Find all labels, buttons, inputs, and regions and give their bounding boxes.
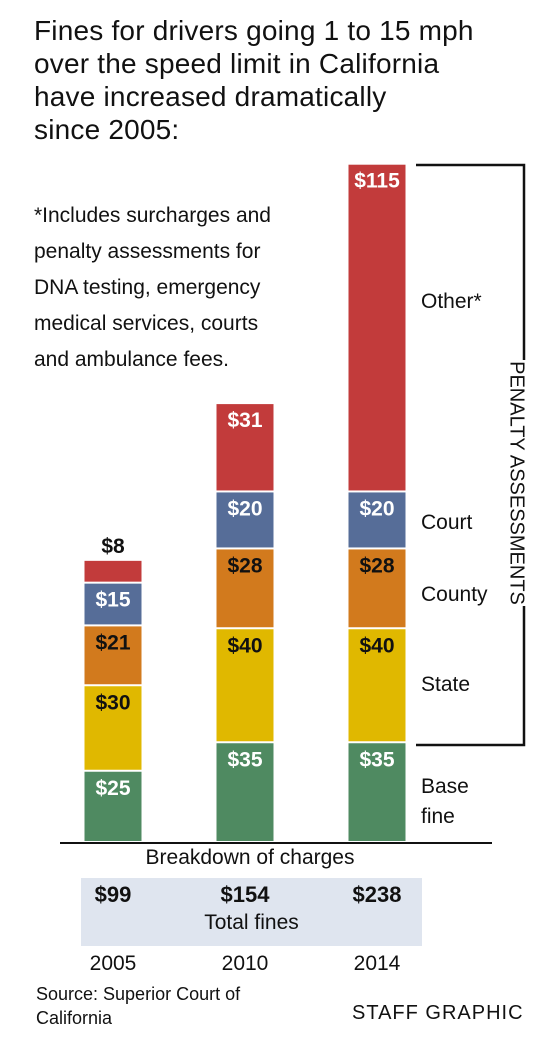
source-note: Source: Superior Court of California [36,982,296,1030]
year-2014: 2014 [353,952,401,975]
legend-court: Court [421,511,473,534]
title-line-1: Fines for drivers going 1 to 15 mph [34,15,474,46]
title-line-3: have increased dramatically [34,81,387,112]
bar-segment-base-fine-2005 [84,771,142,841]
bracket-label-background [512,360,538,606]
total-2014: $238 [352,882,402,907]
value-label-base-fine-2005: $25 [95,777,130,800]
footnote-line-2: penalty assessments for [34,240,261,263]
totals-caption: Total fines [204,911,299,934]
bracket-label: PENALTY ASSESSMENTS [506,361,528,605]
bar-segment-state-2014 [348,629,406,742]
bar-segment-base-fine-2014 [348,743,406,841]
value-label-county-2014: $28 [359,554,394,577]
footnote-line-1: *Includes surcharges and [34,204,271,227]
bar-segment-court-2005 [84,583,142,625]
value-label-base-fine-2010: $35 [227,748,262,771]
x-axis-caption: Breakdown of charges [145,846,355,869]
legend-county: County [421,583,488,606]
footnote: *Includes surcharges and penalty assessm… [34,198,324,378]
year-2010: 2010 [221,952,269,975]
bar-segment-base-fine-2010 [216,743,274,841]
totals-panel [81,878,422,946]
bars-group [84,164,406,841]
value-label-other-2005: $8 [101,535,125,558]
value-label-court-2014: $20 [359,497,394,520]
bar-segment-court-2014 [348,492,406,548]
footnote-line-4: medical services, courts [34,312,259,335]
footnote-line-3: DNA testing, emergency [34,276,261,299]
bar-segment-court-2010 [216,492,274,548]
legend-base-fine-line-2: fine [421,805,455,828]
title-line-4: since 2005: [34,114,180,145]
value-label-county-2010: $28 [227,554,262,577]
value-label-other-2010: $31 [227,409,262,432]
source-line-1: Source: Superior Court of [36,984,241,1004]
bar-segment-county-2005 [84,626,142,685]
staff-credit: STAFF GRAPHIC [352,1002,524,1024]
chart-title: Fines for drivers going 1 to 15 mph over… [34,14,544,146]
value-label-base-fine-2014: $35 [359,748,394,771]
legend-state: State [421,673,470,696]
bar-segment-other-2014 [348,164,406,491]
total-2005: $99 [94,882,132,907]
year-2005: 2005 [89,952,137,975]
value-label-other-2014: $115 [354,170,400,193]
bar-segment-state-2005 [84,686,142,770]
segment-labels-group: $25 $30 $21 $15 $8 $35 $40 $28 $20 $31 $35 $40 $28 $2… [95,170,400,800]
bar-segment-other-2005 [84,560,142,582]
total-2010: $154 [220,882,270,907]
bar-segment-other-2010 [216,404,274,491]
bar-segment-county-2014 [348,549,406,628]
value-label-state-2005: $30 [95,691,130,714]
title-line-2: over the speed limit in California [34,48,440,79]
value-label-county-2005: $21 [95,631,130,654]
value-label-court-2005: $15 [95,589,130,612]
bar-segment-county-2010 [216,549,274,628]
legend-other: Other* [421,290,482,313]
value-label-court-2010: $20 [227,497,262,520]
footnote-line-5: and ambulance fees. [34,348,229,371]
legend-base-fine-line-1: Base [421,775,469,798]
source-line-2: California [36,1008,113,1028]
bar-segment-state-2010 [216,629,274,742]
value-label-state-2010: $40 [227,634,262,657]
value-label-state-2014: $40 [359,634,394,657]
